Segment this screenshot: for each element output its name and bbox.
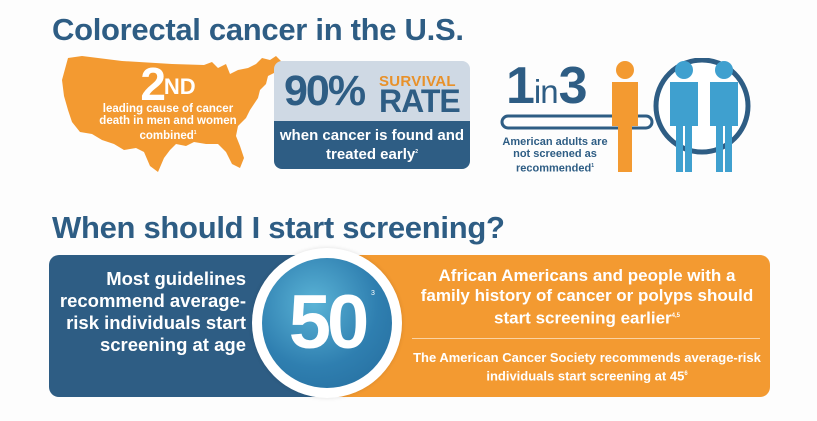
screening-heading: When should I start screening? [52,210,505,245]
rank-suffix: ND [163,74,196,99]
ratio-caption: American adults are not screened as reco… [502,136,608,175]
rank-number: 2 [140,58,166,110]
survival-label: SURVIVAL [379,73,456,90]
banner-divider [412,338,760,339]
survival-caption: when cancer is found and treated early2 [274,121,470,169]
rank-description: leading cause of cancer death in men and… [99,103,237,142]
earlier-screening-text: African Americans and people with a fami… [420,266,754,328]
rank-stat: 2ND leading cause of cancer death in men… [88,58,248,142]
usa-map-icon [62,56,282,172]
age-number: 50 [288,280,370,365]
age-badge [262,258,392,388]
guideline-text: Most guidelines recommend average-risk i… [59,268,246,355]
acs-recommendation-text: The American Cancer Society recommends a… [413,350,761,384]
survival-percent: 90% [284,67,366,115]
survival-card-top [274,61,470,121]
rate-label: RATE [379,83,461,119]
main-heading: Colorectal cancer in the U.S. [52,12,464,47]
magnifier-people-icon [500,58,751,172]
age-footnote: 3 [371,290,375,297]
ratio-stat: 1in3 [506,57,588,115]
